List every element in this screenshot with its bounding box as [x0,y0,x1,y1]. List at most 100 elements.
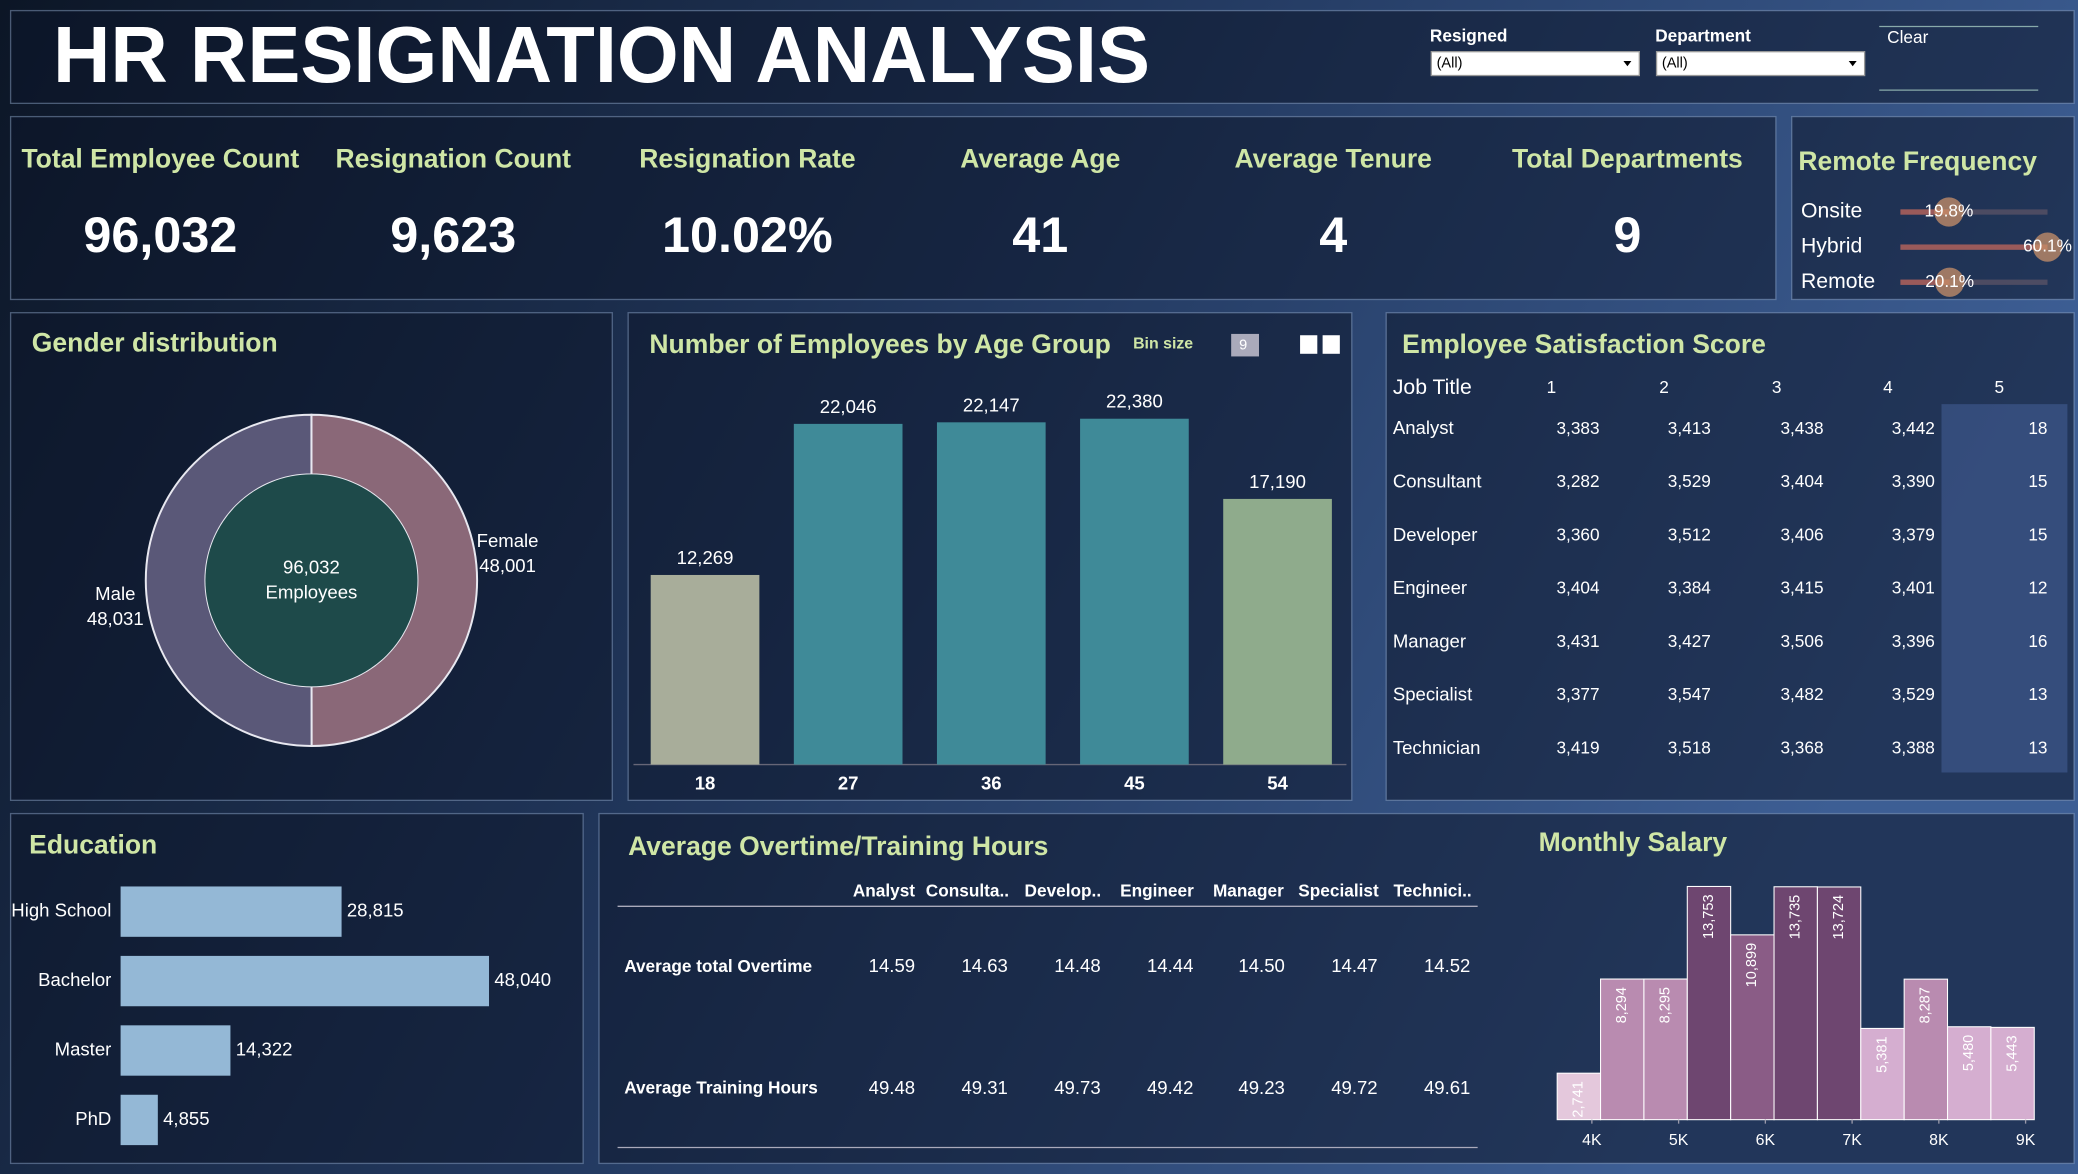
x-tick-label: 54 [1267,772,1288,793]
value-label: 14,322 [236,1038,293,1059]
table-title: Employee Satisfaction Score [1402,329,1766,359]
column-header: Manager [1213,880,1284,900]
table-cell: 3,419 [1556,737,1599,757]
histogram-bar [1730,934,1775,1121]
table-cell: 3,360 [1556,524,1599,544]
value-label: 22,380 [1106,391,1163,412]
filter-label: Department [1655,26,1751,46]
column-header: 3 [1772,377,1782,397]
donut-center [205,474,418,687]
table-cell: 13 [2028,737,2047,757]
dropdown-arrow [1848,60,1857,67]
value-label: 2,741 [1571,1081,1587,1117]
lollipop-dot [1934,197,1964,227]
table-cell: 14.47 [1331,955,1377,976]
column-header: Consulta.. [926,880,1009,900]
table-cell: 3,529 [1892,684,1935,704]
table-cell: 18 [2028,418,2047,438]
value-label: 5,480 [1961,1035,1977,1071]
table-cell: 14.44 [1147,955,1193,976]
column-header: Job Title [1393,376,1472,399]
column-header: 4 [1883,377,1893,397]
kpi-value: 96,032 [83,206,237,263]
table-cell: 3,383 [1556,418,1599,438]
table-cell: 14.63 [961,955,1007,976]
x-tick-label: 4K [1582,1132,1602,1149]
table-cell: 49.48 [869,1077,915,1098]
bin-size-box[interactable] [1231,333,1259,357]
track [1900,209,2048,215]
row-header: Engineer [1393,577,1467,598]
category-label: High School [11,900,111,921]
row-header: Average Training Hours [624,1078,818,1098]
kpi-panel [9,115,1777,301]
kpi-label: Average Tenure [1235,143,1432,173]
table-cell: 3,396 [1892,631,1935,651]
table-cell: 3,404 [1556,578,1600,598]
dashboard-title: HR RESIGNATION ANALYSIS [53,10,1150,99]
value-label: 48,040 [494,969,551,990]
table-cell: 49.73 [1054,1077,1100,1098]
value-label: 22,046 [820,396,877,417]
x-tick-label: 6K [1756,1132,1776,1149]
clear-button[interactable]: Clear [1887,27,1928,47]
lollipop-bar [1900,244,2048,250]
filter-dropdown[interactable] [1655,51,1866,77]
value-label: 5,443 [2004,1035,2020,1071]
nav-prev[interactable] [1300,335,1318,354]
slice-label: Female [477,530,539,551]
kpi-label: Total Departments [1512,143,1743,173]
chart-title: Monthly Salary [1539,827,1728,857]
slice-value: 48,031 [87,608,144,629]
table-cell: 3,368 [1780,737,1823,757]
table-cell: 16 [2028,631,2047,651]
table-cell: 3,379 [1892,524,1935,544]
chart-title: Remote Frequency [1798,146,2037,176]
x-tick-label: 27 [838,772,859,793]
table-cell: 3,547 [1668,684,1711,704]
row-header: Specialist [1393,684,1473,705]
category-label: Remote [1801,270,1875,293]
bin-size-label: Bin size [1133,336,1193,353]
kpi-value: 41 [1012,206,1068,263]
x-tick-label: 5K [1669,1132,1689,1149]
x-tick-label: 9K [2016,1132,2036,1149]
histogram-bar [1773,886,1818,1121]
table-cell: 3,431 [1556,631,1599,651]
nav-next[interactable] [1322,335,1340,354]
value-label: 8,295 [1657,987,1673,1023]
filter-value: (All) [1437,55,1463,71]
bar [650,574,760,765]
table-cell: 3,401 [1892,578,1935,598]
table-cell: 3,442 [1892,418,1935,438]
table-cell: 3,388 [1892,737,1935,757]
filter-label: Resigned [1430,26,1508,46]
value-label: 5,381 [1874,1036,1890,1072]
bar [1223,498,1332,765]
bar [120,886,342,937]
column-header: Specialist [1298,880,1379,900]
column-header: Analyst [853,880,915,900]
value-label: 4,855 [163,1108,209,1129]
content: Resigned (All) Department (All) Clear Total E… [11,26,2072,1149]
category-label: PhD [75,1108,111,1129]
table-cell: 15 [2028,524,2047,544]
table-cell: 13 [2028,684,2047,704]
kpi-value: 9 [1613,206,1641,263]
filter-dropdown[interactable] [1430,51,1641,77]
table-cell: 49.72 [1331,1077,1377,1098]
chart-title: Number of Employees by Age Group [649,329,1110,359]
row-header: Average total Overtime [624,956,812,976]
histogram-bar [1860,1027,1905,1121]
x-tick-label: 18 [695,772,716,793]
histogram-bar [1643,978,1688,1121]
value-label: 22,147 [963,394,1020,415]
x-tick-label: 36 [981,772,1002,793]
category-label: Bachelor [38,969,111,990]
table-cell: 12 [2028,578,2047,598]
table-cell: 3,413 [1668,418,1711,438]
table-cell: 3,415 [1780,578,1823,598]
slice-label: Male [95,583,135,604]
kpi-label: Average Age [960,143,1120,173]
